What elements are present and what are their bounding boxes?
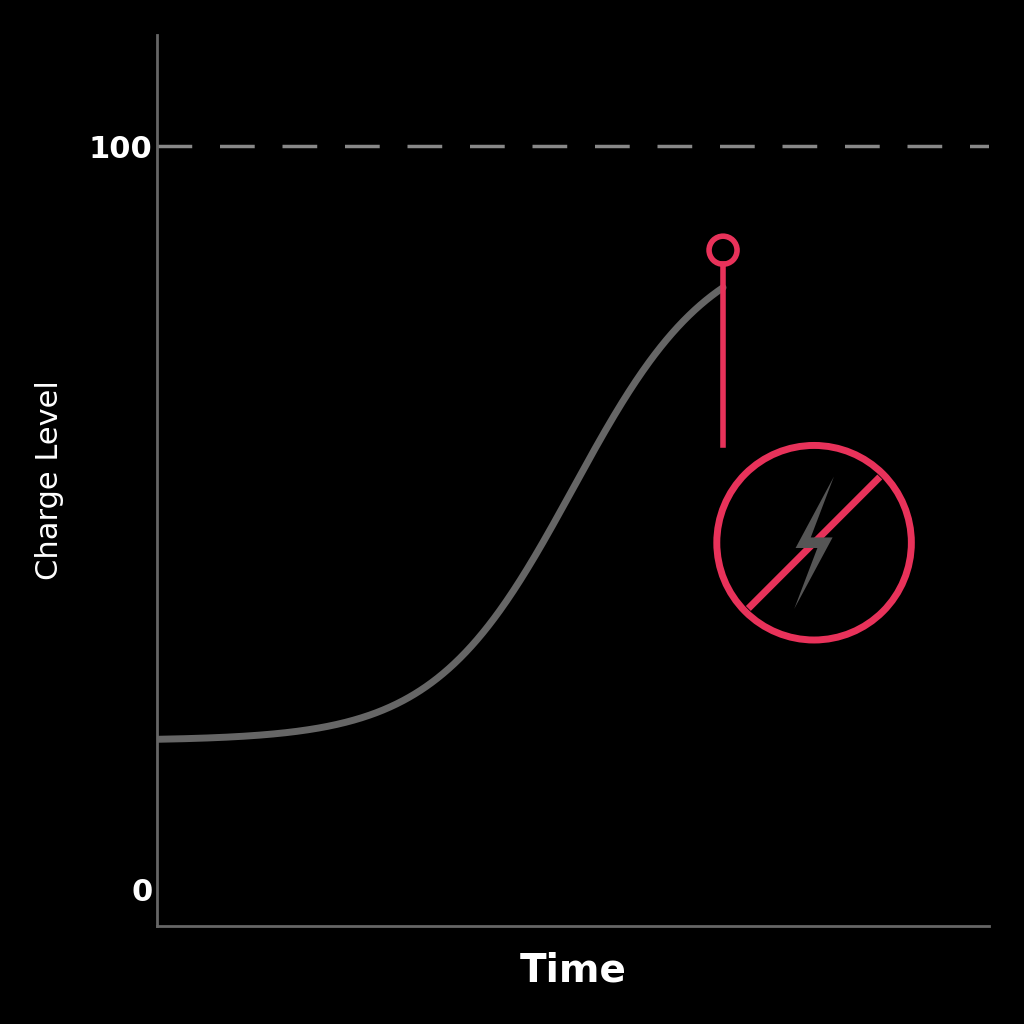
- Y-axis label: Charge Level: Charge Level: [35, 381, 63, 581]
- X-axis label: Time: Time: [520, 951, 627, 989]
